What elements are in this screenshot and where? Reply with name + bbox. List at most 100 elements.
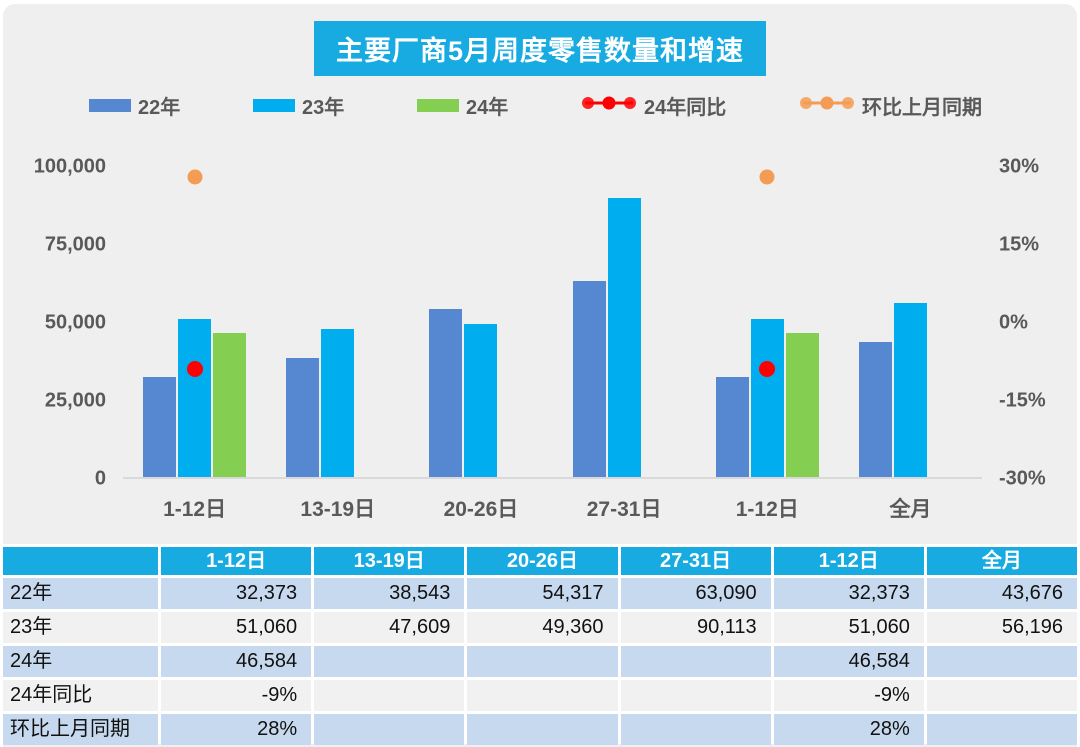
bar-23年-13-19日 <box>321 329 355 477</box>
right-axis-tick: 15% <box>999 233 1040 256</box>
legend-24-swatch-icon <box>417 99 459 112</box>
legend-24-label: 24年 <box>466 97 509 119</box>
right-axis-tick: 30% <box>999 155 1040 178</box>
legend-yoy-dotline-icon <box>581 95 637 116</box>
legend-22-swatch-icon <box>89 99 131 112</box>
legend-23-label: 23年 <box>302 97 345 119</box>
table-cell: -9% <box>773 680 924 711</box>
legend-mom-dotline-icon <box>799 95 855 116</box>
left-axis-tick: 25,000 <box>44 389 106 412</box>
x-axis-label-2: 13-19日 <box>300 498 376 521</box>
plot-row: 0 25,000 50,000 75,000 100,000 -30% -15% 0% 15%… <box>3 156 1077 490</box>
table-cell <box>467 714 618 745</box>
环比上月同期-dot <box>759 169 775 185</box>
bar-22年-1-12日 <box>715 376 749 477</box>
bar-23年-27-31日 <box>607 197 641 477</box>
bar-22年-27-31日 <box>572 281 606 477</box>
table-cell <box>314 714 465 745</box>
bar-group-1 <box>123 167 266 477</box>
chart-title: 主要厂商5月周度零售数量和增速 <box>313 21 766 76</box>
table-cell: 32,373 <box>161 578 312 609</box>
bar-24年-1-12日 <box>213 332 247 477</box>
bar-group-6 <box>839 167 982 477</box>
left-axis-tick: 50,000 <box>44 311 106 334</box>
bar-23年-1-12日 <box>750 318 784 477</box>
table-cell: 51,060 <box>161 612 312 643</box>
bar-group-4 <box>553 167 696 477</box>
table-cell <box>620 714 771 745</box>
plot-area <box>123 167 982 479</box>
table-cell <box>314 646 465 677</box>
table-cell <box>926 714 1077 745</box>
table-cell: 56,196 <box>926 612 1077 643</box>
bar-23年-20-26日 <box>464 323 498 477</box>
table-cell: 51,060 <box>773 612 924 643</box>
legend-24: 24年 <box>417 91 508 120</box>
x-axis-label-1: 1-12日 <box>163 498 227 521</box>
table-cell <box>926 680 1077 711</box>
bar-23年-1-12日 <box>178 318 212 477</box>
left-axis-tick: 100,000 <box>33 155 106 178</box>
table-cell <box>467 646 618 677</box>
table-row-label: 24年同比 <box>3 680 158 711</box>
table-cell: 28% <box>773 714 924 745</box>
24年同比-dot <box>759 360 776 377</box>
x-axis-label-6: 全月 <box>889 498 932 521</box>
x-axis: 1-12日 13-19日 20-26日 27-31日 1-12日 全月 <box>123 493 982 523</box>
right-axis-tick: 0% <box>999 311 1028 334</box>
right-axis-tick: -30% <box>999 467 1046 490</box>
table-cell: 46,584 <box>161 646 312 677</box>
24年同比-dot <box>186 360 203 377</box>
table-cell: 90,113 <box>620 612 771 643</box>
table-header-col: 1-12日 <box>161 547 312 575</box>
legend-mom-label: 环比上月同期 <box>862 97 982 119</box>
table-cell: 63,090 <box>620 578 771 609</box>
x-axis-label-3: 20-26日 <box>443 498 519 521</box>
bar-24年-1-12日 <box>785 332 819 477</box>
table-cell: 54,317 <box>467 578 618 609</box>
table-cell: 47,609 <box>314 612 465 643</box>
table-cell: 28% <box>161 714 312 745</box>
table-header-col: 27-31日 <box>620 547 771 575</box>
data-table: 1-12日 13-19日 20-26日 27-31日 1-12日 全月 22年 32,373 3… <box>3 544 1077 745</box>
table-header-col: 13-19日 <box>314 547 465 575</box>
bar-22年-1-12日 <box>143 376 177 477</box>
legend-yoy: 24年同比 <box>581 91 726 120</box>
table-header-empty <box>3 547 158 575</box>
bar-group-5 <box>696 167 839 477</box>
legend-22: 22年 <box>89 91 180 120</box>
left-axis-tick: 0 <box>94 467 106 490</box>
环比上月同期-dot <box>187 169 203 185</box>
table-header-col: 20-26日 <box>467 547 618 575</box>
table-cell: 46,584 <box>773 646 924 677</box>
bar-23年-全月 <box>893 302 927 477</box>
left-axis-tick: 75,000 <box>44 233 106 256</box>
table-cell <box>620 680 771 711</box>
table-header-col: 全月 <box>926 547 1077 575</box>
legend-yoy-label: 24年同比 <box>644 97 727 119</box>
bar-group-3 <box>409 167 552 477</box>
table-row-label: 24年 <box>3 646 158 677</box>
bar-group-2 <box>266 167 409 477</box>
legend-23-swatch-icon <box>253 99 295 112</box>
right-axis-tick: -15% <box>999 389 1046 412</box>
bar-22年-20-26日 <box>429 308 463 477</box>
table-row-label: 23年 <box>3 612 158 643</box>
bar-22年-全月 <box>858 341 892 477</box>
chart-legend: 22年 23年 24年 24年同比 环比上月同期 <box>89 91 982 120</box>
table-cell <box>467 680 618 711</box>
title-wrap: 主要厂商5月周度零售数量和增速 <box>3 21 1077 76</box>
table-row-label: 环比上月同期 <box>3 714 158 745</box>
table-cell <box>926 646 1077 677</box>
table-cell: 43,676 <box>926 578 1077 609</box>
table-row-label: 22年 <box>3 578 158 609</box>
table-cell: 32,373 <box>773 578 924 609</box>
legend-22-label: 22年 <box>138 97 181 119</box>
legend-mom: 环比上月同期 <box>799 91 982 120</box>
dashboard-canvas: 主要厂商5月周度零售数量和增速 22年 23年 24年 24年同比 环比上月同期 0 25… <box>3 4 1077 747</box>
table-cell: -9% <box>161 680 312 711</box>
legend-23: 23年 <box>253 91 344 120</box>
x-axis-label-5: 1-12日 <box>735 498 799 521</box>
table-cell <box>314 680 465 711</box>
table-header-col: 1-12日 <box>773 547 924 575</box>
